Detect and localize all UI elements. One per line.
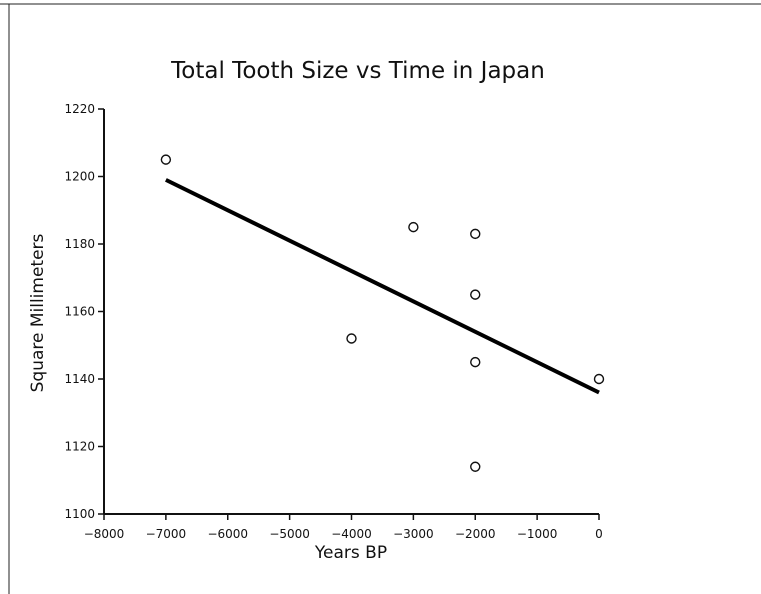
x-tick-label: −6000 <box>207 527 248 541</box>
y-tick-label: 1180 <box>64 237 95 251</box>
y-tick-label: 1200 <box>64 170 95 184</box>
x-axis-ticks: −8000 −7000 −6000 −5000 −4000 −3000 −2000 −1000… <box>84 514 603 541</box>
x-tick-label: −4000 <box>331 527 372 541</box>
x-tick-label: −7000 <box>146 527 187 541</box>
data-point <box>470 356 481 368</box>
data-point <box>470 228 481 240</box>
y-tick-label: 1120 <box>64 440 95 454</box>
x-axis-title: Years BP <box>314 543 387 563</box>
regression-line <box>164 178 600 395</box>
x-tick-label: −2000 <box>455 527 496 541</box>
data-point <box>470 289 481 300</box>
y-tick-label: 1140 <box>64 372 95 386</box>
data-point <box>408 221 419 233</box>
data-points <box>160 154 605 472</box>
data-point <box>346 333 357 344</box>
figure-border <box>0 3 761 594</box>
data-point <box>160 154 172 165</box>
x-tick-label: −5000 <box>269 527 310 541</box>
x-tick-label: −8000 <box>84 527 125 541</box>
x-tick-label: −3000 <box>393 527 434 541</box>
chart-title: Total Tooth Size vs Time in Japan <box>170 58 545 84</box>
y-axis-title: Square Millimeters <box>28 233 48 392</box>
y-axis-ticks: 1100 1120 1140 1160 1180 1200 1220 <box>64 102 104 521</box>
y-tick-label: 1160 <box>64 305 95 319</box>
data-point <box>593 373 605 385</box>
x-tick-label: −1000 <box>517 527 558 541</box>
y-tick-label: 1220 <box>64 102 95 116</box>
y-tick-label: 1100 <box>64 507 95 521</box>
data-point <box>470 461 481 472</box>
x-tick-label: 0 <box>595 527 603 541</box>
